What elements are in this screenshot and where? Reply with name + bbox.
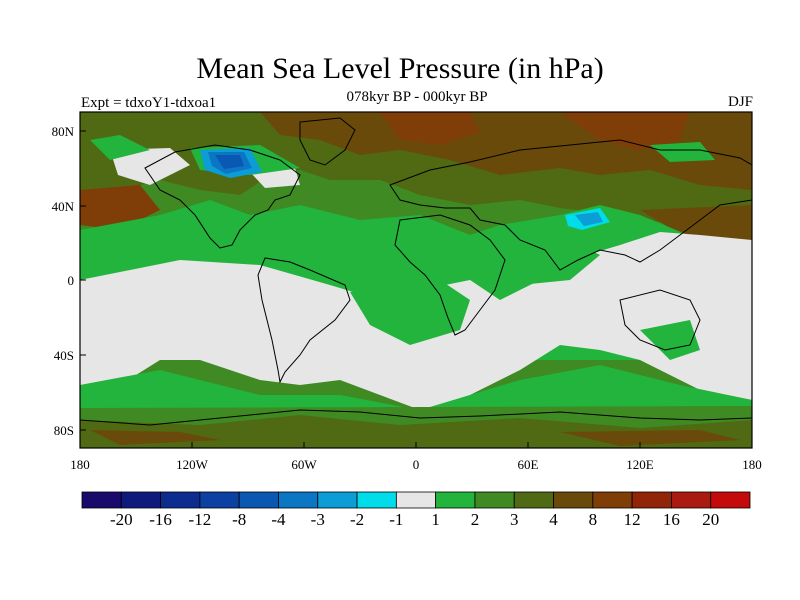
colorbar-label: 12	[624, 510, 641, 529]
experiment-label: Expt = tdxoY1-tdxoa1	[81, 95, 217, 111]
contour-region-neg4	[215, 155, 244, 169]
lon-label-60w: 60W	[291, 457, 317, 472]
colorbar-label: -16	[149, 510, 172, 529]
colorbar-swatch	[199, 491, 240, 509]
colorbar-swatch	[553, 491, 594, 509]
lon-label-120e: 120E	[626, 457, 654, 472]
colorbar-label: -12	[189, 510, 212, 529]
colorbar-label: 1	[431, 510, 440, 529]
colorbar-label: 16	[663, 510, 680, 529]
colorbar-swatch	[435, 491, 476, 509]
coastlines	[80, 117, 752, 426]
map-field	[80, 112, 752, 448]
lat-label-0: 0	[68, 273, 75, 288]
colorbar-swatch	[592, 491, 633, 509]
contour-region-level4	[80, 415, 752, 448]
lon-axis: 180 120W 60W 0 60E 120E 180	[70, 442, 762, 472]
contour-region-level8	[560, 430, 740, 446]
contour-region-level12	[560, 112, 690, 150]
contour-region-neg2	[575, 212, 603, 226]
colorbar-swatch	[356, 491, 397, 509]
lat-label-40s: 40S	[54, 348, 74, 363]
chart-subtitle: 078kyr BP - 000kyr BP	[346, 89, 488, 105]
colorbar-label: -8	[232, 510, 246, 529]
colorbar-swatch	[278, 491, 319, 509]
contour-region-level2	[90, 135, 150, 160]
colorbar-label: 2	[471, 510, 480, 529]
lon-label-60e: 60E	[518, 457, 539, 472]
contour-region-level8	[90, 430, 220, 445]
lon-label-180e: 180	[742, 457, 762, 472]
colorbar-label: -20	[110, 510, 133, 529]
lat-label-80s: 80S	[54, 423, 74, 438]
chart-title: Mean Sea Level Pressure (in hPa)	[196, 52, 604, 85]
colorbar-swatch	[120, 491, 161, 509]
colorbar-label: 8	[589, 510, 598, 529]
colorbar-label: 4	[549, 510, 558, 529]
colorbar-swatch	[238, 491, 279, 509]
colorbar-swatch	[395, 491, 437, 509]
colorbar-label: 20	[702, 510, 719, 529]
colorbar-swatch	[317, 491, 358, 509]
colorbar-label: 3	[510, 510, 519, 529]
lat-label-40n: 40N	[52, 199, 75, 214]
colorbar-swatch	[671, 491, 712, 509]
colorbar-label: -2	[350, 510, 364, 529]
colorbar-swatch	[81, 491, 122, 509]
colorbar-swatch	[631, 491, 672, 509]
contour-region-neutral	[110, 148, 190, 185]
contour-region-level2	[640, 320, 700, 360]
colorbar-swatch	[513, 491, 554, 509]
season-label: DJF	[727, 94, 753, 110]
lon-label-120w: 120W	[176, 457, 209, 472]
contour-region-level12	[380, 112, 480, 145]
colorbar-swatch	[474, 491, 515, 509]
lat-axis: 80N 40N 0 40S 80S	[52, 124, 86, 438]
colorbar-label: -3	[311, 510, 325, 529]
lon-label-0: 0	[413, 457, 420, 472]
colorbar: -20 -16 -12 -8 -4 -3 -2 -1 1 2 3 4 8 12 16 20	[81, 491, 751, 529]
lat-label-80n: 80N	[52, 124, 75, 139]
colorbar-label: -1	[389, 510, 403, 529]
lon-label-180w: 180	[70, 457, 90, 472]
colorbar-swatch	[160, 491, 201, 509]
colorbar-label: -4	[271, 510, 286, 529]
colorbar-swatch	[710, 491, 751, 509]
contour-region-level2	[80, 365, 752, 420]
contour-region-level2	[650, 142, 715, 162]
